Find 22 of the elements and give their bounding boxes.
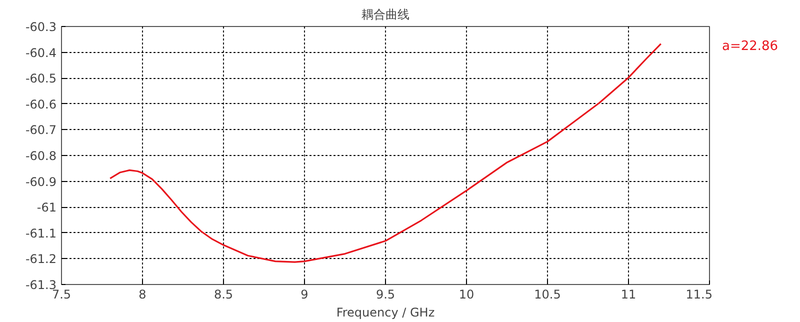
- text: a=22.86: [722, 38, 778, 56]
- x-tick-label: 8.5: [214, 288, 234, 302]
- y-tick-label: -61: [36, 200, 57, 215]
- chart-title: 耦合曲线: [362, 8, 410, 22]
- x-tick-label: 11.5: [686, 288, 712, 302]
- y-tick-label: -60.8: [25, 149, 57, 163]
- y-tick-label: -60.5: [25, 72, 57, 86]
- x-tick-label: 9: [300, 288, 308, 302]
- x-tick-label: 10: [458, 288, 474, 302]
- x-tick-label: 9.5: [376, 288, 396, 302]
- y-tick-label: -60.6: [25, 97, 57, 112]
- y-tick-label: -60.9: [25, 174, 57, 189]
- y-tick-label: -60.4: [25, 46, 57, 60]
- x-tick-label: 8: [138, 288, 146, 302]
- y-tick-label: -61.1: [25, 226, 57, 240]
- y-tick-label: -60.3: [25, 20, 57, 34]
- x-axis-title: Frequency / GHz: [336, 306, 435, 320]
- y-tick-label: -60.7: [25, 123, 57, 138]
- x-tick-label: 11: [620, 288, 636, 302]
- y-tick-label: -61.2: [25, 252, 57, 266]
- x-tick-label: 10.5: [534, 288, 561, 302]
- line-series: [109, 42, 662, 263]
